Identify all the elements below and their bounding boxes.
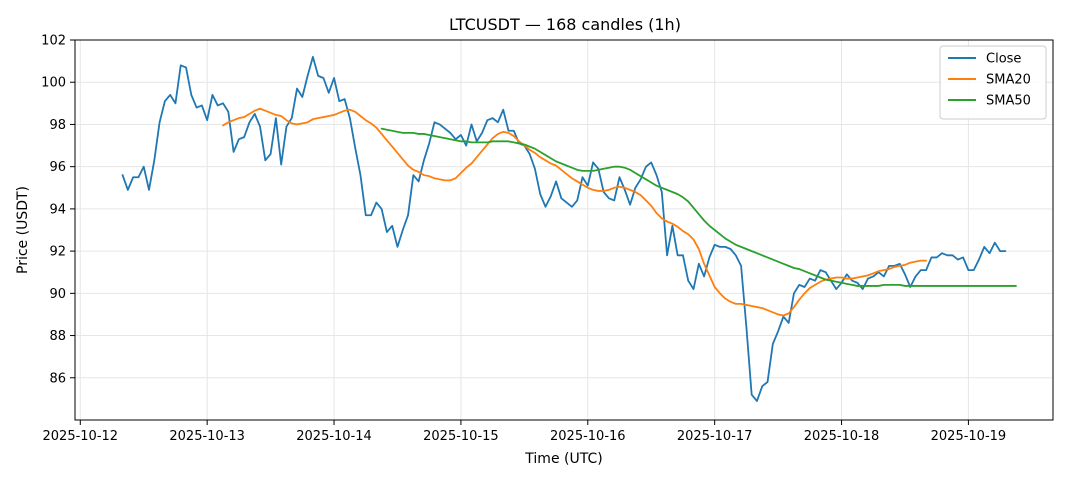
series-line-close	[121, 55, 1007, 402]
x-axis-label: Time (UTC)	[524, 451, 602, 467]
x-tick-label: 2025-10-17	[677, 429, 753, 444]
y-axis: 86 88 90 92 94 96 98 100 102	[41, 34, 75, 386]
series-lines	[121, 55, 1017, 402]
y-tick-label: 100	[41, 76, 66, 91]
y-tick-label: 94	[49, 202, 66, 217]
legend: Close SMA20 SMA50	[939, 45, 1047, 120]
y-axis-label: Price (USDT)	[15, 186, 31, 274]
x-tick-label: 2025-10-14	[296, 429, 372, 444]
x-tick-label: 2025-10-12	[43, 429, 119, 444]
y-tick-label: 92	[49, 245, 66, 260]
series-line-sma20	[222, 107, 928, 317]
y-tick-label: 98	[49, 118, 66, 133]
series-line-sma50	[380, 127, 1017, 287]
legend-label-close: Close	[986, 52, 1021, 67]
plot-frame	[74, 39, 1054, 421]
chart-title: LTCUSDT — 168 candles (1h)	[449, 15, 681, 34]
x-axis: 2025-10-12 2025-10-13 2025-10-14 2025-10-15…	[43, 420, 1007, 444]
legend-label-sma20: SMA20	[986, 73, 1031, 88]
y-tick-label: 88	[49, 329, 66, 344]
y-tick-label: 96	[49, 160, 66, 175]
y-tick-label: 86	[49, 371, 66, 386]
x-tick-label: 2025-10-16	[550, 429, 626, 444]
x-tick-label: 2025-10-15	[423, 429, 499, 444]
legend-label-sma50: SMA50	[986, 94, 1031, 109]
x-tick-label: 2025-10-18	[804, 429, 880, 444]
x-tick-label: 2025-10-19	[931, 429, 1007, 444]
y-tick-label: 90	[49, 287, 66, 302]
y-tick-label: 102	[41, 34, 66, 49]
x-tick-label: 2025-10-13	[169, 429, 245, 444]
